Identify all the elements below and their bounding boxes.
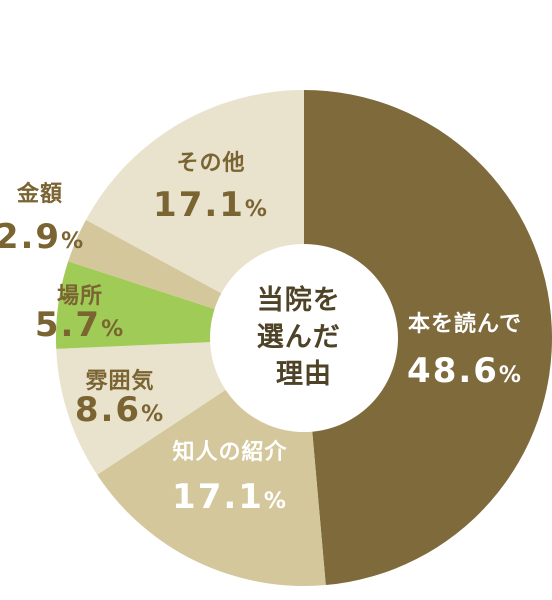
percent-sign: % [264,489,288,514]
center-label: 当院を 選んだ 理由 [257,284,351,390]
slice-label-4: 場所 [57,284,103,309]
slice-value-6: 17.1% [153,185,269,225]
slice-label-6: その他 [176,151,245,176]
pie-slice-1 [304,90,552,586]
center-label-line-1: 当院を [257,284,341,316]
slice-value-5: 2.9% [0,217,85,257]
center-hole [210,244,398,432]
percent-sign: % [61,229,85,254]
percent-sign: % [499,363,523,388]
slice-value-2: 17.1% [172,477,288,517]
percent-sign: % [245,197,269,222]
slice-value-3: 8.6% [75,390,165,430]
slice-label-5: 金額 [16,181,63,207]
slice-value-1: 48.6% [407,351,523,391]
center-label-line-3: 理由 [276,359,332,390]
slice-label-1: 本を読んで [408,311,522,337]
center-label-line-2: 選んだ [257,322,341,353]
slice-label-3: 雰囲気 [85,368,154,394]
slice-value-4: 5.7% [35,305,125,345]
slice-label-2: 知人の紹介 [172,439,287,465]
percent-sign: % [141,402,165,427]
percent-sign: % [101,317,125,342]
